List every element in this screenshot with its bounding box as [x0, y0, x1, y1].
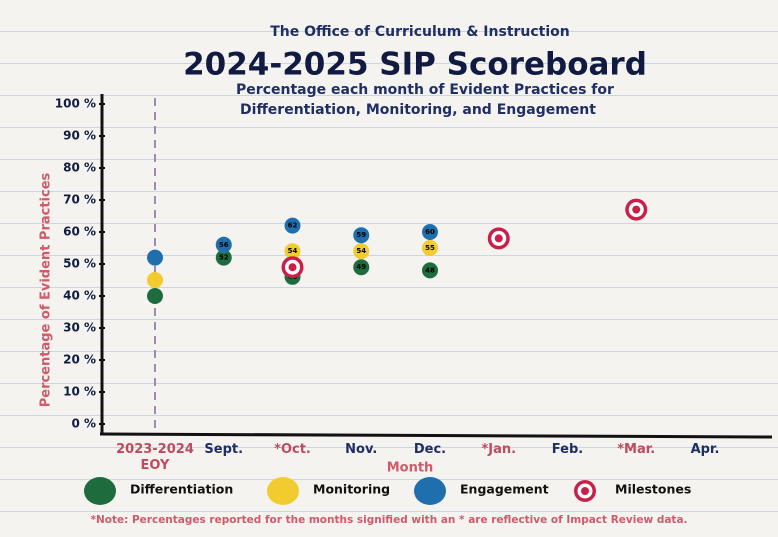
x-tick-label: 2023-2024 EOY: [116, 442, 194, 473]
data-point: [147, 288, 163, 304]
milestone-marker: [625, 198, 648, 221]
y-tick-label: 90 %: [63, 129, 96, 143]
legend-label: Monitoring: [313, 482, 390, 497]
data-label: 56: [219, 241, 229, 249]
data-point: [353, 227, 370, 244]
x-tick-label: Sept.: [204, 442, 244, 457]
legend-label: Milestones: [615, 482, 691, 497]
data-point: [353, 243, 370, 260]
x-tick-label: Dec.: [413, 442, 447, 457]
x-tick-label: Nov.: [345, 442, 378, 457]
x-tick-label: *Mar.: [617, 442, 656, 457]
subtitle: Percentage each month of Evident Practic…: [236, 82, 614, 98]
milestone-marker: [281, 256, 304, 279]
legend-swatch: [414, 477, 446, 505]
data-point: [422, 240, 438, 256]
y-tick-label: 100 %: [55, 97, 96, 111]
data-point: [284, 217, 301, 234]
data-label: 49: [356, 263, 366, 271]
data-point: [284, 243, 301, 260]
y-tick-label: 70 %: [63, 193, 96, 207]
data-label: 54: [288, 247, 298, 255]
y-tick-label: 10 %: [63, 385, 96, 399]
milestone-marker: [487, 227, 510, 250]
y-tick-label: 80 %: [63, 161, 96, 175]
subtitle: Differentiation, Monitoring, and Engagem…: [240, 102, 596, 118]
y-tick-label: 30 %: [63, 321, 96, 335]
y-tick-label: 0 %: [71, 417, 96, 431]
data-point: [353, 259, 370, 276]
legend-swatch: [84, 477, 116, 505]
legend-swatch: [267, 477, 299, 505]
x-axis-label: Month: [387, 461, 434, 476]
note: *Note: Percentages reported for the mont…: [90, 514, 687, 526]
data-point: [147, 272, 163, 288]
x-tick-label: *Oct.: [274, 442, 311, 457]
y-tick-label: 60 %: [63, 225, 96, 239]
data-point: [215, 236, 232, 253]
x-tick-label: *Jan.: [481, 442, 517, 457]
data-label: 60: [425, 228, 435, 236]
legend-label: Engagement: [460, 482, 549, 497]
y-tick-label: 20 %: [63, 353, 96, 367]
data-point: [422, 262, 438, 279]
data-label: 59: [356, 231, 366, 239]
data-point: [422, 224, 438, 240]
data-point: [147, 249, 163, 266]
data-label: 48: [425, 266, 435, 274]
y-axis-label: Percentage of Evident Practices: [39, 172, 54, 407]
data-label: 54: [356, 247, 366, 255]
y-tick-label: 40 %: [63, 289, 96, 303]
y-tick-label: 50 %: [63, 257, 96, 271]
x-tick-label: Feb.: [551, 442, 584, 457]
chart-title: 2024-2025 SIP Scoreboard: [183, 47, 647, 83]
data-point: [215, 249, 232, 266]
legend-label: Differentiation: [130, 482, 233, 497]
x-axis: [99, 432, 773, 439]
data-label: 52: [219, 254, 229, 262]
data-label: 55: [425, 244, 435, 252]
x-tick-label: Apr.: [690, 442, 720, 457]
data-label: 62: [288, 222, 298, 230]
pretitle: The Office of Curriculum & Instruction: [270, 24, 570, 40]
milestone-marker: [574, 480, 596, 502]
